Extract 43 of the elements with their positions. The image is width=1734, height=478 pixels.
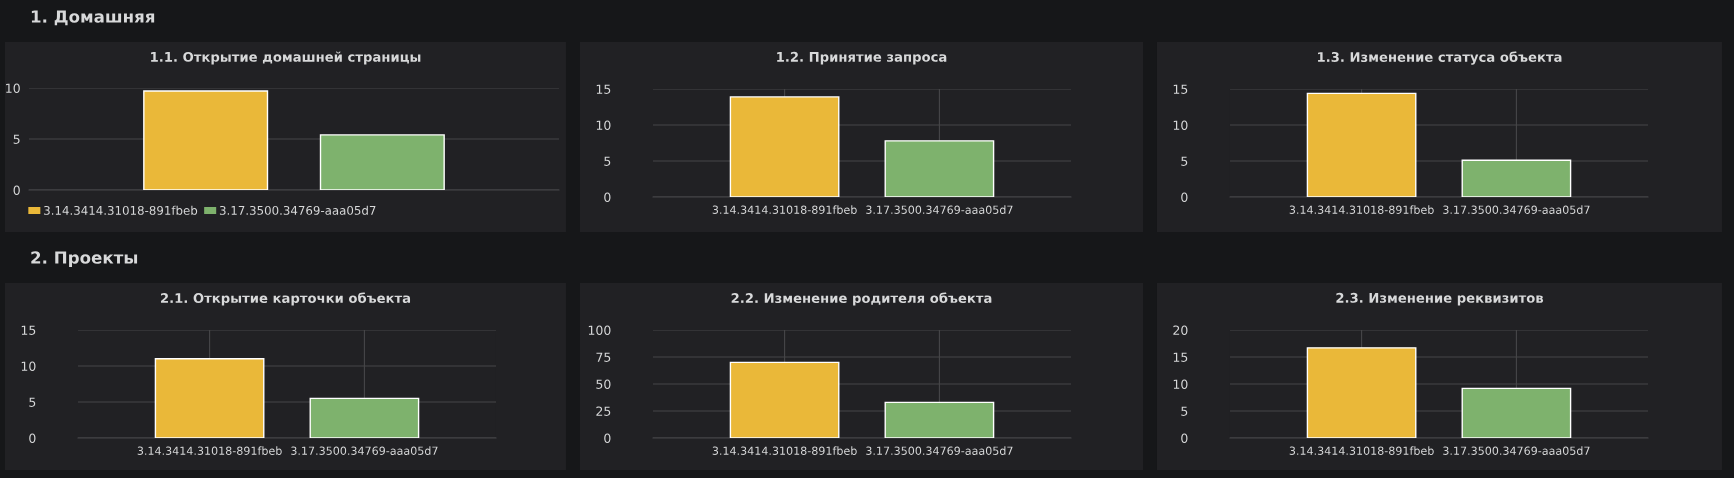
y-tick-label: 0	[604, 192, 611, 202]
y-tick-label: 15	[21, 325, 36, 335]
y-tick-label: 20	[1173, 325, 1188, 335]
y-tick-label: 10	[21, 361, 36, 371]
y-tick-label: 0	[1181, 192, 1188, 202]
y-tick-label: 50	[596, 379, 611, 389]
y-tick-label: 100	[588, 325, 611, 335]
y-tick-label: 5	[604, 156, 611, 166]
y-tick-label: 0	[1181, 433, 1188, 443]
x-tick-label: 3.14.3414.31018-891fbeb	[712, 446, 857, 455]
y-tick-label: 0	[13, 185, 20, 195]
chart-title: 2.2. Изменение родителя объекта	[731, 292, 992, 306]
text: 2. Проекты	[31, 251, 138, 268]
y-tick-label: 5	[1181, 406, 1188, 416]
y-tick-label: 5	[29, 397, 36, 407]
x-tick-label: 3.17.3500.34769-aaa05d7	[1443, 205, 1590, 214]
y-tick-label: 0	[29, 433, 36, 443]
x-tick-label: 3.17.3500.34769-aaa05d7	[866, 446, 1013, 455]
chart-title: 1.1. Открытие домашней страницы	[151, 51, 421, 65]
y-tick-label: 15	[1173, 84, 1188, 94]
text: 1. Домашняя	[31, 10, 155, 26]
y-tick-label: 10	[1173, 379, 1188, 389]
x-tick-label: 3.17.3500.34769-aaa05d7	[291, 446, 438, 455]
y-tick-label: 75	[596, 352, 611, 362]
x-tick-label: 3.14.3414.31018-891fbeb	[1289, 205, 1434, 214]
y-tick-label: 10	[1173, 120, 1188, 130]
y-tick-label: 15	[596, 84, 611, 94]
y-tick-label: 0	[604, 433, 611, 443]
y-tick-label: 10	[596, 120, 611, 130]
x-tick-label: 3.14.3414.31018-891fbeb	[137, 446, 282, 455]
chart-title: 1.2. Принятие запроса	[777, 51, 947, 65]
x-tick-label: 3.17.3500.34769-aaa05d7	[1443, 446, 1590, 455]
x-tick-label: 3.14.3414.31018-891fbeb	[1289, 446, 1434, 455]
y-tick-label: 5	[1181, 156, 1188, 166]
y-tick-label: 5	[13, 134, 20, 144]
y-tick-label: 10	[6, 83, 20, 93]
chart-title: 1.3. Изменение статуса объекта	[1318, 51, 1562, 65]
chart-title: 2.1. Открытие карточки объекта	[160, 292, 411, 306]
y-tick-label: 15	[1173, 352, 1188, 362]
x-tick-label: 3.14.3414.31018-891fbeb	[712, 205, 857, 214]
chart-title: 2.3. Изменение реквизитов	[1336, 292, 1544, 306]
x-tick-label: 3.17.3500.34769-aaa05d7	[866, 205, 1013, 214]
y-tick-label: 25	[596, 406, 611, 416]
